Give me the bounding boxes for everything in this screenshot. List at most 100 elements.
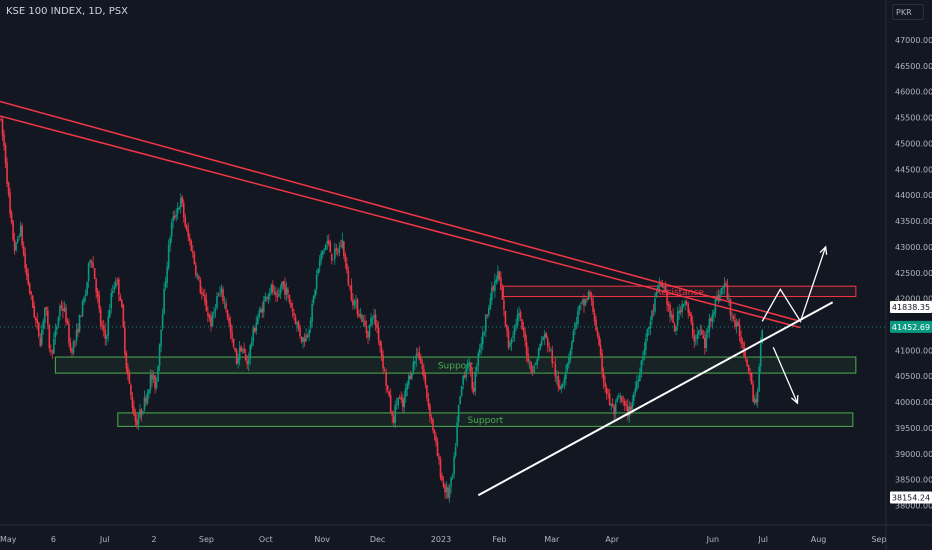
price-tick-label: 43500.00	[895, 217, 932, 226]
candle-body	[418, 352, 421, 360]
trendline	[0, 100, 801, 323]
candle-body	[639, 373, 641, 382]
currency-badge[interactable]: PKR	[892, 4, 924, 20]
candle-body	[391, 413, 393, 416]
candle-body	[146, 392, 149, 404]
candle-body	[649, 321, 652, 329]
candle-body	[563, 378, 566, 384]
candle-body	[682, 304, 685, 306]
price-tick-label: 38500.00	[895, 476, 932, 485]
candle-body	[669, 304, 671, 317]
candle-body	[258, 310, 261, 318]
candle-body	[498, 272, 501, 279]
candle-body	[719, 294, 721, 302]
candle-body	[40, 329, 43, 345]
candle-body	[539, 343, 541, 350]
candle-body	[77, 328, 79, 333]
candle-body	[175, 214, 178, 217]
candle-body	[613, 405, 615, 415]
candle-body	[71, 349, 73, 353]
candle-body	[250, 341, 253, 347]
candle-body	[337, 251, 339, 253]
candle-body	[643, 349, 646, 356]
candle-body	[430, 417, 433, 420]
zone-box	[54, 356, 857, 374]
candle-body	[81, 300, 84, 317]
candle-body	[601, 353, 603, 372]
candle-body	[417, 353, 419, 355]
candle-body	[83, 297, 85, 302]
candle-body	[259, 309, 262, 312]
candle-body	[30, 291, 33, 295]
candle-body	[72, 341, 75, 354]
candle-body	[412, 362, 415, 374]
candle-body	[426, 385, 428, 398]
candle-body	[163, 288, 165, 315]
candle-body	[392, 416, 395, 423]
candle-body	[130, 384, 132, 396]
candle-body	[47, 310, 49, 325]
candle-body	[116, 280, 119, 282]
candle-body	[552, 362, 555, 363]
candle-body	[22, 245, 25, 255]
candle-body	[617, 396, 620, 398]
candle-body	[388, 391, 390, 396]
candle-body	[731, 316, 733, 317]
price-tick-label: 46000.00	[895, 88, 932, 97]
candle-body	[207, 312, 209, 316]
candle-body	[608, 393, 611, 405]
candle-body	[720, 287, 723, 295]
candle-body	[599, 345, 602, 355]
candle-body	[542, 337, 545, 340]
candle-body	[247, 359, 250, 364]
candle-body	[201, 292, 203, 295]
candle-body	[51, 350, 54, 353]
candle-body	[611, 403, 614, 406]
candle-body	[518, 313, 520, 316]
time-tick-label: Dec	[370, 535, 385, 544]
candle-body	[158, 344, 161, 367]
candle-body	[395, 403, 398, 405]
candle-body	[74, 341, 76, 342]
price-tick-label: 44000.00	[895, 191, 932, 200]
price-tick-label: 40500.00	[895, 372, 932, 381]
candle-body	[101, 325, 103, 327]
candle-body	[25, 267, 28, 276]
candle-body	[263, 300, 265, 312]
candle-body	[750, 373, 753, 385]
candle-body	[184, 217, 187, 227]
candle-body	[456, 422, 458, 446]
candle-body	[604, 382, 606, 387]
candle-body	[631, 401, 634, 410]
candle-body	[652, 309, 655, 311]
candle-body	[302, 337, 304, 342]
price-tick-label: 42500.00	[895, 269, 932, 278]
price-label: 41838.35	[892, 303, 930, 312]
candle-body	[50, 349, 52, 351]
candle-body	[672, 314, 674, 323]
candle-body	[92, 262, 94, 268]
candle-body	[622, 401, 625, 403]
candle-body	[714, 299, 717, 313]
candle-body	[294, 316, 297, 325]
candle-body	[401, 399, 404, 407]
candle-body	[37, 322, 40, 337]
candle-body	[87, 263, 90, 282]
candle-body	[494, 280, 496, 291]
candle-body	[284, 284, 286, 295]
candle-body	[755, 399, 757, 403]
price-tick-label: 46500.00	[895, 62, 932, 71]
candle-body	[33, 305, 36, 318]
candle-body	[525, 341, 528, 355]
candle-body	[217, 295, 220, 297]
candle-body	[335, 247, 338, 251]
candle-body	[693, 335, 696, 342]
candle-body	[6, 162, 8, 184]
candle-body	[699, 329, 702, 331]
candle-body	[605, 387, 608, 394]
candle-body	[415, 354, 418, 360]
candle-body	[13, 239, 16, 251]
candle-body	[293, 312, 295, 316]
price-tick-label: 45500.00	[895, 114, 932, 123]
